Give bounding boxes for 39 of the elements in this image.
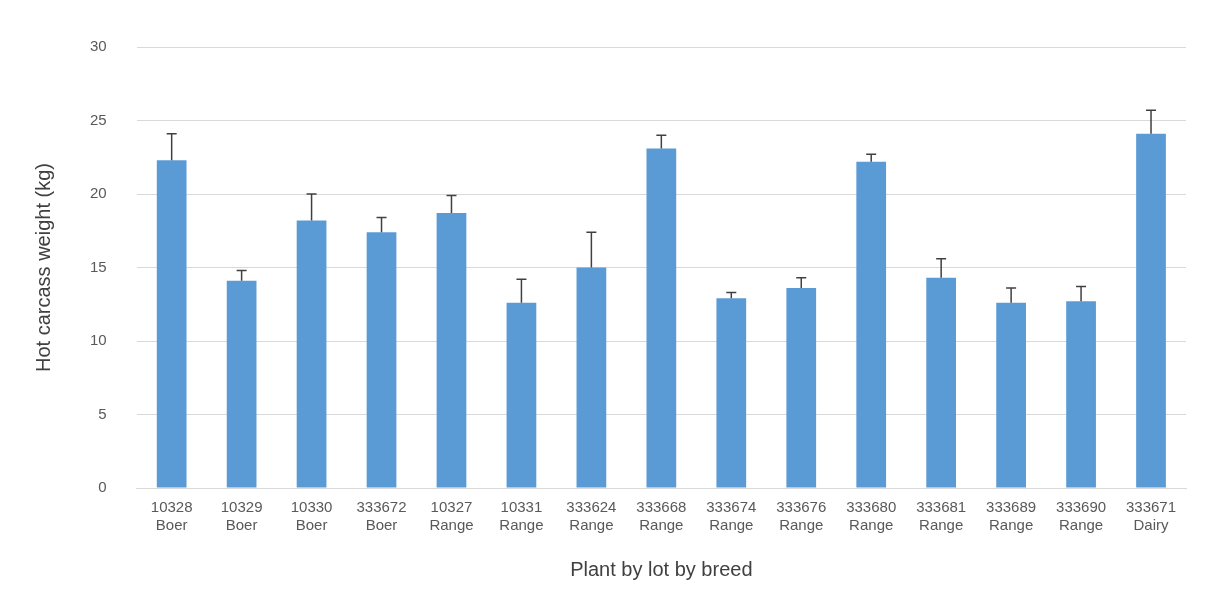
y-tick-label: 5 xyxy=(98,404,107,422)
x-tick-label: 333689 Range xyxy=(986,498,1037,534)
y-tick-label: 15 xyxy=(90,257,107,275)
y-tick-label: 20 xyxy=(90,184,107,202)
x-tick-label: 333668 Range xyxy=(636,498,687,534)
bar xyxy=(716,298,747,488)
x-tick-label: 10329 Boer xyxy=(220,498,263,534)
bar xyxy=(436,213,467,488)
bar xyxy=(996,302,1026,488)
x-tick-label: 333672 Boer xyxy=(356,498,407,534)
y-tick-label: 10 xyxy=(90,331,107,349)
bar xyxy=(1066,301,1096,488)
y-tick-label: 30 xyxy=(90,37,107,55)
y-tick-label: 0 xyxy=(98,478,107,496)
x-tick-label: 10328 Boer xyxy=(150,498,193,534)
bar xyxy=(646,148,677,488)
bar xyxy=(296,220,327,488)
x-tick-label: 333624 Range xyxy=(566,498,617,534)
x-tick-label: 333681 Range xyxy=(916,498,967,534)
x-tick-label: 333680 Range xyxy=(846,498,897,534)
x-tick-label: 333674 Range xyxy=(706,498,757,534)
bar xyxy=(366,232,397,488)
bar xyxy=(576,267,607,488)
bar xyxy=(856,161,887,488)
x-tick-label: 10330 Boer xyxy=(290,498,333,534)
y-tick-label: 25 xyxy=(90,110,107,128)
y-axis-title: Hot carcass weight (kg) xyxy=(31,163,54,372)
x-tick-label: 10331 Range xyxy=(499,498,544,534)
bar xyxy=(1136,133,1166,488)
x-tick-label: 333690 Range xyxy=(1056,498,1107,534)
x-tick-label: 333676 Range xyxy=(776,498,827,534)
bar xyxy=(786,288,817,488)
bar xyxy=(506,302,537,488)
x-tick-label: 333671 Dairy xyxy=(1125,498,1177,534)
bar xyxy=(226,280,257,488)
bar xyxy=(926,277,957,488)
x-tick-label: 10327 Range xyxy=(429,498,474,534)
x-axis-title: Plant by lot by breed xyxy=(570,557,753,580)
bar xyxy=(156,160,187,488)
